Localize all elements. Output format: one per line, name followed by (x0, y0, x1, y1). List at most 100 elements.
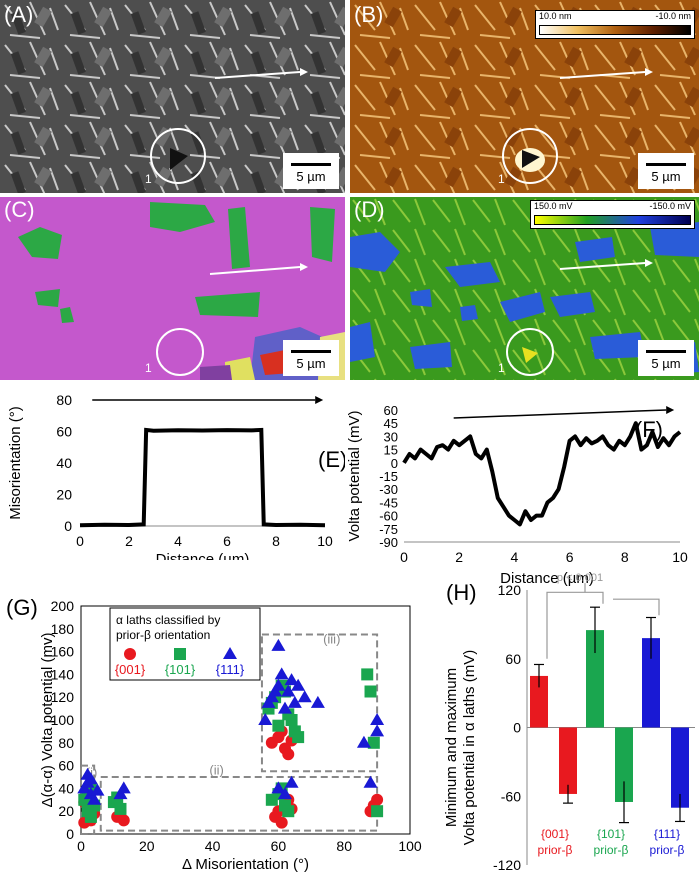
legend-title: prior-β orientation (116, 628, 210, 642)
panel-h-label: (H) (446, 580, 477, 605)
y-tick-label: 15 (384, 443, 398, 458)
data-point-111 (271, 638, 286, 651)
data-point-111 (83, 772, 98, 785)
data-point-111 (274, 667, 289, 680)
scale-bar-a-label: 5 µm (296, 169, 326, 184)
marker-label-d: 1 (498, 361, 505, 375)
panel-c-label: (C) (4, 197, 35, 222)
y-tick-label: 0 (66, 826, 74, 842)
y-tick-label: 160 (51, 644, 75, 660)
panel-c-ebsd-map: (C) 1 5 µm (0, 197, 345, 380)
data-point-111 (291, 678, 306, 691)
scale-bar-b: 5 µm (638, 153, 694, 189)
marker-label-a: 1 (145, 172, 152, 186)
data-point-101 (364, 685, 377, 698)
y-tick-label: -15 (379, 469, 398, 484)
y-tick-label: 30 (384, 429, 398, 444)
data-point-101 (272, 719, 285, 732)
y-tick-label: 120 (498, 582, 522, 598)
bar-minimum (671, 727, 689, 808)
y-tick-label: 60 (58, 758, 74, 774)
x-tick-label: 100 (398, 838, 422, 854)
y-tick-label: 20 (58, 803, 74, 819)
y-tick-label: 140 (51, 666, 75, 682)
significance-bracket (546, 591, 604, 659)
y-tick-label: -30 (379, 482, 398, 497)
y-tick-label: 60 (56, 424, 72, 440)
legend-box (109, 607, 261, 681)
region-box (99, 776, 379, 832)
y-axis-label: Minimum and maximum (443, 668, 460, 827)
data-point-111 (271, 678, 286, 691)
panel-b-afm-topography: (B) 1 10.0 nm -10.0 nm 5 µm (350, 0, 699, 193)
scale-bar-d-label: 5 µm (651, 356, 681, 371)
marker-label-b: 1 (498, 172, 505, 186)
colorbar-b-min-label: 10.0 nm (539, 11, 572, 21)
data-point-111 (284, 775, 299, 788)
direction-arrow-line (453, 409, 667, 419)
y-axis-label: Volta potential in α laths (mV) (461, 650, 478, 845)
data-point-101 (367, 736, 380, 749)
y-tick-label: 40 (58, 780, 74, 796)
data-point-111 (370, 724, 385, 737)
y-tick-label: -90 (379, 535, 398, 550)
y-tick-label: 20 (56, 487, 72, 503)
x-tick-label: 4 (511, 549, 519, 565)
panel-e-misorientation-chart: 0 20 40 60 80 0 2 4 6 8 10 Distance (µm) Misorientat… (7, 392, 345, 560)
y-tick-label: -120 (493, 857, 521, 873)
data-point-111 (281, 684, 296, 697)
scale-bar-b-label: 5 µm (651, 169, 681, 184)
y-tick-label: -75 (379, 522, 398, 537)
data-point-111 (90, 783, 105, 796)
data-point-101 (285, 714, 298, 726)
data-point-001 (282, 748, 295, 761)
legend-entry: {001} (115, 662, 146, 677)
legend-entry: {111} (216, 662, 245, 677)
x-tick-label: 0 (400, 549, 408, 565)
direction-arrow-head (666, 406, 675, 414)
panel-e-label: (E) (318, 447, 345, 472)
colorbar-b-max-label: -10.0 nm (655, 11, 691, 21)
sem-micrograph (0, 0, 345, 193)
x-tick-label: 6 (223, 533, 231, 549)
data-point-101 (282, 805, 295, 818)
direction-arrow-head (315, 396, 324, 404)
misorientation-line (79, 427, 326, 528)
scale-bar-a: 5 µm (283, 153, 339, 189)
panel-h-bar-chart: -120 -60 0 60 120 Minimum and maximum Volta po… (443, 572, 695, 873)
region-box (260, 633, 379, 773)
panel-g-label: (G) (6, 595, 38, 620)
legend-title: α laths classified by (116, 613, 220, 627)
data-point-001 (371, 793, 384, 806)
y-tick-label: 60 (505, 651, 521, 667)
data-point-111 (370, 713, 385, 725)
x-tick-label: 80 (336, 838, 352, 854)
y-tick-label: 80 (56, 392, 72, 408)
region-label: (ii) (209, 763, 223, 778)
legend-marker-001 (124, 648, 136, 660)
data-point-101 (292, 731, 305, 744)
significance-label: p < 0.001 (557, 572, 603, 584)
group-label: {111} (654, 827, 680, 841)
data-point-111 (277, 787, 292, 800)
data-point-111 (284, 673, 299, 686)
data-point-111 (87, 792, 102, 805)
y-tick-label: 200 (51, 598, 75, 614)
data-point-111 (271, 781, 286, 794)
plot-frame (80, 605, 411, 835)
group-label: {101} (597, 827, 625, 841)
group-sublabel: prior-β (538, 843, 573, 857)
scale-bar-c-label: 5 µm (296, 356, 326, 371)
bar-minimum (559, 727, 577, 794)
data-point-101 (371, 805, 384, 818)
data-point-111 (258, 713, 273, 725)
ebsd-orientation-map (0, 197, 345, 380)
bar-maximum (530, 675, 548, 728)
x-tick-label: 10 (672, 549, 688, 565)
data-point-111 (356, 735, 371, 748)
x-tick-label: 10 (317, 533, 333, 549)
panel-a-label: (A) (4, 2, 34, 27)
legend-marker-111 (223, 647, 237, 659)
bar-maximum (586, 630, 604, 728)
